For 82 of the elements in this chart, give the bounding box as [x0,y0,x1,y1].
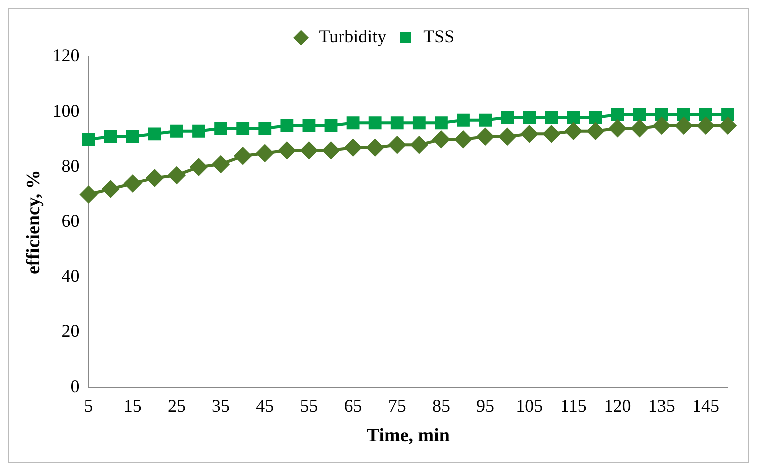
point [435,116,448,130]
point [146,170,164,187]
point [124,175,142,192]
x-tick-label: 35 [212,396,230,416]
point [587,122,604,140]
point [567,111,580,124]
point [170,124,184,138]
point [236,122,250,136]
point [521,126,538,143]
x-tick-label: 5 [84,396,94,416]
point [190,158,208,176]
point [212,156,230,173]
x-axis-title: Time, min [366,426,450,447]
y-tick-label: 80 [62,156,80,176]
point [455,131,472,148]
point [589,111,602,124]
y-tick-label: 40 [62,266,80,286]
legend-label: Turbidity [319,26,387,47]
point [720,117,736,134]
point [543,126,560,143]
point [192,124,206,138]
x-tick-label: 15 [124,396,142,416]
x-tick-label: 115 [560,396,587,416]
point [214,122,228,136]
y-tick-label: 0 [70,376,80,396]
point [104,130,118,144]
point [322,142,340,160]
point [501,111,514,124]
point [82,133,96,146]
x-tick-label: 135 [648,396,676,416]
point [102,180,120,198]
point [432,131,450,148]
point [388,136,406,154]
point [168,166,186,184]
point [256,144,274,162]
point [412,116,426,130]
point [609,120,626,138]
y-tick-label: 60 [62,211,80,232]
point [368,116,382,130]
x-tick-label: 75 [388,396,406,416]
y-tick-label: 20 [62,321,80,342]
point [565,122,582,140]
point [300,142,318,160]
point [631,120,648,138]
point [346,116,360,130]
point [633,108,646,122]
point [499,128,516,146]
point [234,148,252,165]
point [410,136,428,154]
legend-label: TSS [424,26,455,47]
y-axis-title: efficiency, % [23,170,44,275]
point [390,116,404,130]
point [278,142,296,160]
point [126,130,140,144]
x-tick-label: 45 [256,396,274,416]
x-tick-label: 55 [300,396,318,416]
point [258,122,272,136]
x-tick-label: 25 [168,396,186,416]
point [611,108,624,122]
x-tick-label: 105 [516,396,544,416]
point [80,186,98,204]
point [479,114,492,127]
point [324,119,338,132]
point [280,119,294,132]
point [675,117,692,134]
point [148,128,162,141]
y-tick-label: 120 [52,46,80,66]
point [457,114,470,127]
x-tick-label: 120 [604,396,632,416]
point [697,117,714,134]
point [366,139,384,156]
x-tick-label: 85 [432,396,450,416]
x-tick-label: 95 [476,396,495,416]
point [653,117,670,134]
point [344,139,362,156]
point [477,128,494,146]
point [545,111,558,124]
point [302,119,316,132]
x-tick-label: 145 [692,396,720,416]
y-tick-label: 100 [52,100,80,121]
x-tick-label: 65 [344,396,362,416]
point [523,111,536,124]
